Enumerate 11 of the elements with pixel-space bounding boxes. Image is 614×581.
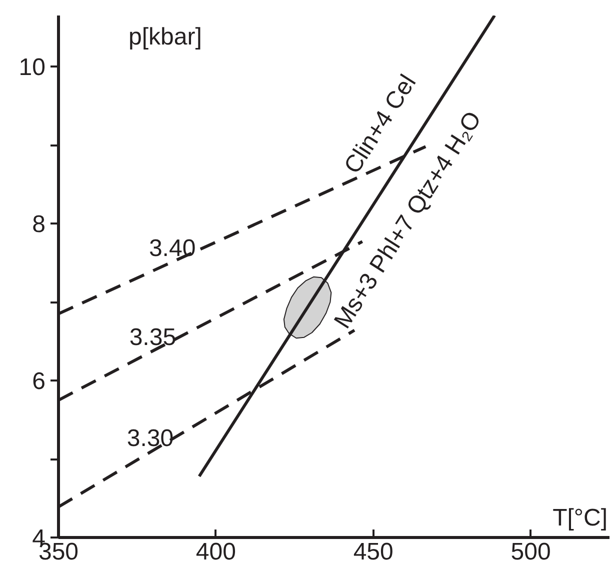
x-tick-label: 400 [196, 538, 236, 566]
series-label: 3.40 [148, 234, 196, 262]
y-tick-label: 6 [32, 368, 46, 396]
y-tick-label: 8 [32, 211, 46, 238]
x-axis-title: T[°C] [552, 504, 608, 532]
series-label: 3.35 [129, 324, 176, 351]
y-axis-title: p[kbar] [128, 24, 202, 50]
x-tick-label: 450 [353, 538, 394, 566]
y-tick-label: 10 [18, 54, 46, 82]
series-label: 3.30 [126, 425, 174, 452]
x-tick-label: 500 [510, 538, 551, 566]
